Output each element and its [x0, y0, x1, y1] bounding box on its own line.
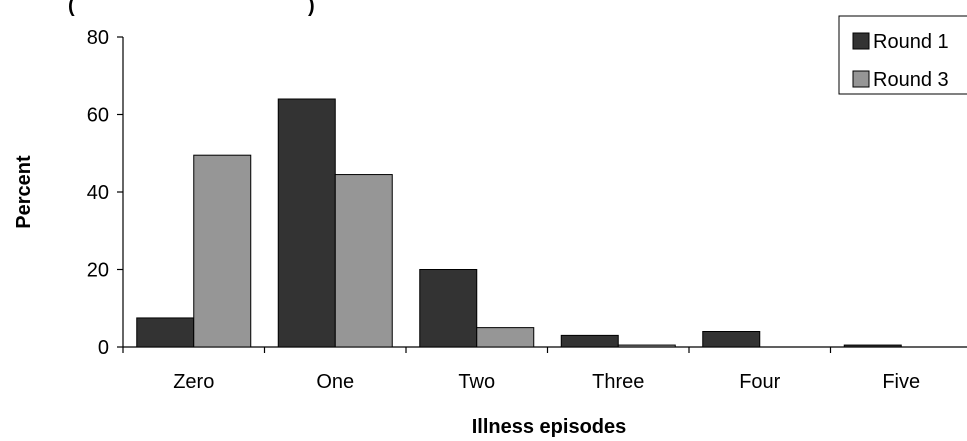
- legend-swatch-round-3: [852, 70, 870, 88]
- bar-round-1-two: [419, 269, 478, 348]
- x-tick-label: Three: [592, 371, 644, 393]
- bar-round-3-two: [476, 327, 535, 348]
- legend-label-round-1: Round 1: [873, 31, 949, 53]
- bar-round-1-three: [560, 334, 619, 348]
- bar-round-1-four: [702, 331, 761, 348]
- y-tick-label: 20: [87, 260, 109, 282]
- y-tick-label: 40: [87, 182, 109, 204]
- x-axis-title: Illness episodes: [472, 416, 627, 438]
- bar-round-3-three: [617, 344, 676, 348]
- x-tick-label: Two: [458, 371, 495, 393]
- chart-title-left-paren: (: [68, 0, 75, 17]
- x-tick-label: Four: [739, 371, 780, 393]
- x-tick-label: Five: [882, 371, 920, 393]
- x-tick-label: Zero: [173, 371, 214, 393]
- x-ticks: Zero One Two Three Four Five: [122, 347, 920, 393]
- bar-round-1-zero: [136, 317, 195, 348]
- x-tick-label: One: [316, 371, 354, 393]
- y-ticks: 0 20 40 60 80: [87, 27, 123, 359]
- y-axis-title: Percent: [13, 155, 35, 229]
- bar-round-3-zero: [193, 154, 252, 348]
- legend-label-round-3: Round 3: [873, 69, 949, 91]
- bar-round-1-five: [843, 344, 902, 348]
- bars: [136, 98, 902, 348]
- bar-round-3-one: [334, 174, 393, 348]
- bar-round-1-one: [277, 98, 336, 348]
- legend-swatch-round-1: [852, 32, 870, 50]
- legend: Round 1 Round 3: [838, 15, 967, 95]
- y-tick-label: 60: [87, 105, 109, 127]
- y-tick-label: 0: [98, 337, 109, 359]
- chart-title-right-paren: ): [308, 0, 315, 17]
- y-tick-label: 80: [87, 27, 109, 49]
